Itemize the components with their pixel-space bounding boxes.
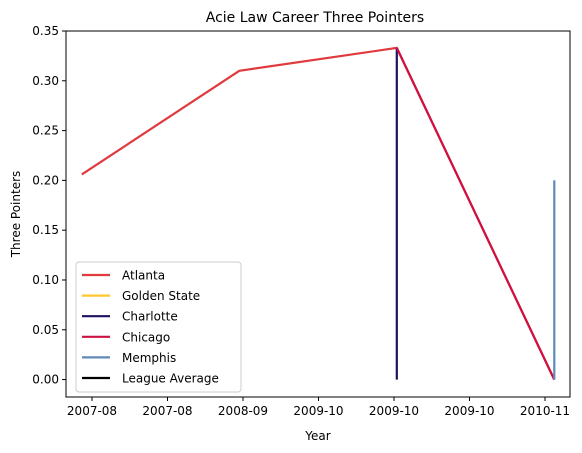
series-layer [81,46,556,381]
chart-title: Acie Law Career Three Pointers [206,10,424,26]
legend-label-0: Atlanta [122,269,165,283]
x-tick-label: 2008-09 [218,404,268,418]
plot-frame [65,30,571,398]
x-tick-label: 2009-10 [444,404,494,418]
x-tick-label: 2007-08 [67,404,117,418]
y-tick-label: 0.15 [32,223,59,237]
series-line-3 [395,47,556,381]
x-tick-label: 2009-10 [293,404,343,418]
y-tick-label: 0.35 [32,24,59,38]
ticks-layer: 2007-08 2007-08 2008-09 2009-10 2009-10 2009-… [32,24,570,418]
y-tick-label: 0.20 [32,173,59,187]
y-tick-label: 0.05 [32,323,59,337]
legend-label-3: Chicago [122,330,170,344]
x-tick-label: 2007-08 [142,404,192,418]
legend-label-5: League Average [122,372,219,386]
legend: Atlanta Golden State Charlotte Chicago Memph… [75,261,242,393]
x-tick-label: 2009-10 [369,404,419,418]
legend-label-4: Memphis [122,351,176,365]
y-tick-label: 0.00 [32,373,59,387]
y-axis-title: Three Pointers [9,171,23,259]
legend-label-1: Golden State [122,289,200,303]
x-axis-title: Year [304,429,330,443]
legend-frame [75,261,242,393]
y-tick-label: 0.25 [32,124,59,138]
legend-label-2: Charlotte [122,310,178,324]
y-tick-label: 0.10 [32,273,59,287]
x-tick-label: 2010-11 [520,404,570,418]
y-tick-label: 0.30 [32,74,59,88]
